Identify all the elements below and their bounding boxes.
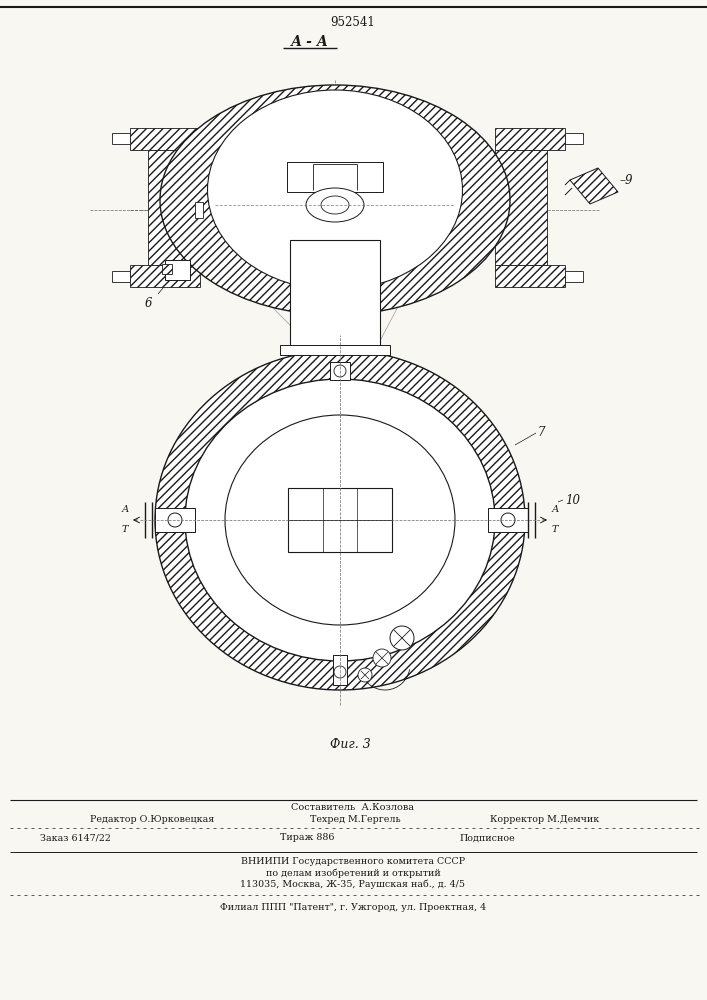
Circle shape	[373, 649, 391, 667]
Ellipse shape	[225, 415, 455, 625]
Bar	[290, 240, 380, 350]
Text: по делам изобретений и открытий: по делам изобретений и открытий	[266, 868, 440, 878]
Text: А: А	[551, 506, 559, 514]
Circle shape	[168, 513, 182, 527]
Ellipse shape	[185, 379, 495, 661]
Text: А: А	[122, 506, 129, 514]
Bar	[287, 162, 383, 192]
Text: Т: Т	[551, 526, 559, 534]
Ellipse shape	[160, 85, 510, 315]
Text: Подписное: Подписное	[460, 834, 515, 842]
Bar	[112, 133, 130, 144]
Bar	[162, 264, 172, 274]
Ellipse shape	[306, 188, 364, 222]
Text: Редактор О.Юрковецкая: Редактор О.Юрковецкая	[90, 814, 214, 824]
Ellipse shape	[321, 196, 349, 214]
Bar	[565, 271, 583, 282]
Bar	[195, 202, 203, 218]
Circle shape	[334, 365, 346, 377]
Bar	[130, 128, 200, 150]
Bar	[112, 271, 130, 282]
Text: 9: 9	[625, 174, 633, 186]
Text: А - А: А - А	[291, 35, 329, 49]
Text: 113035, Москва, Ж-35, Раушская наб., д. 4/5: 113035, Москва, Ж-35, Раушская наб., д. …	[240, 879, 465, 889]
Text: 952541: 952541	[331, 16, 375, 29]
Bar	[313, 164, 357, 190]
Text: ВНИИПИ Государственного комитета СССР: ВНИИПИ Государственного комитета СССР	[241, 857, 465, 866]
Polygon shape	[570, 168, 618, 204]
Text: Т: Т	[122, 526, 128, 534]
Circle shape	[358, 668, 372, 682]
Bar	[565, 133, 583, 144]
Bar	[495, 150, 547, 265]
Bar	[288, 488, 392, 552]
Bar	[333, 655, 347, 685]
Text: Тираж 886: Тираж 886	[280, 834, 334, 842]
Circle shape	[390, 626, 414, 650]
Bar	[130, 265, 200, 287]
Text: Составитель  А.Козлова: Составитель А.Козлова	[291, 804, 414, 812]
Text: Фиг. 2: Фиг. 2	[329, 359, 370, 371]
Ellipse shape	[155, 350, 525, 690]
Text: 6: 6	[144, 297, 152, 310]
Text: Заказ 6147/22: Заказ 6147/22	[40, 834, 111, 842]
Ellipse shape	[207, 90, 462, 290]
Text: Филиал ППП "Патент", г. Ужгород, ул. Проектная, 4: Филиал ППП "Патент", г. Ужгород, ул. Про…	[220, 902, 486, 912]
Bar	[280, 345, 390, 355]
Bar	[495, 128, 565, 150]
Bar	[495, 265, 565, 287]
Bar	[165, 260, 190, 280]
Text: 10: 10	[565, 493, 580, 506]
Circle shape	[501, 513, 515, 527]
Circle shape	[334, 666, 346, 678]
Text: Техред М.Гергель: Техред М.Гергель	[310, 814, 401, 824]
Bar	[330, 362, 350, 380]
Bar	[148, 150, 200, 265]
Text: 12: 12	[390, 128, 405, 141]
Bar	[155, 508, 195, 532]
Text: Фиг. 3: Фиг. 3	[329, 738, 370, 752]
Bar	[488, 508, 528, 532]
Text: Корректор М.Демчик: Корректор М.Демчик	[490, 814, 600, 824]
Text: 7: 7	[538, 426, 546, 438]
